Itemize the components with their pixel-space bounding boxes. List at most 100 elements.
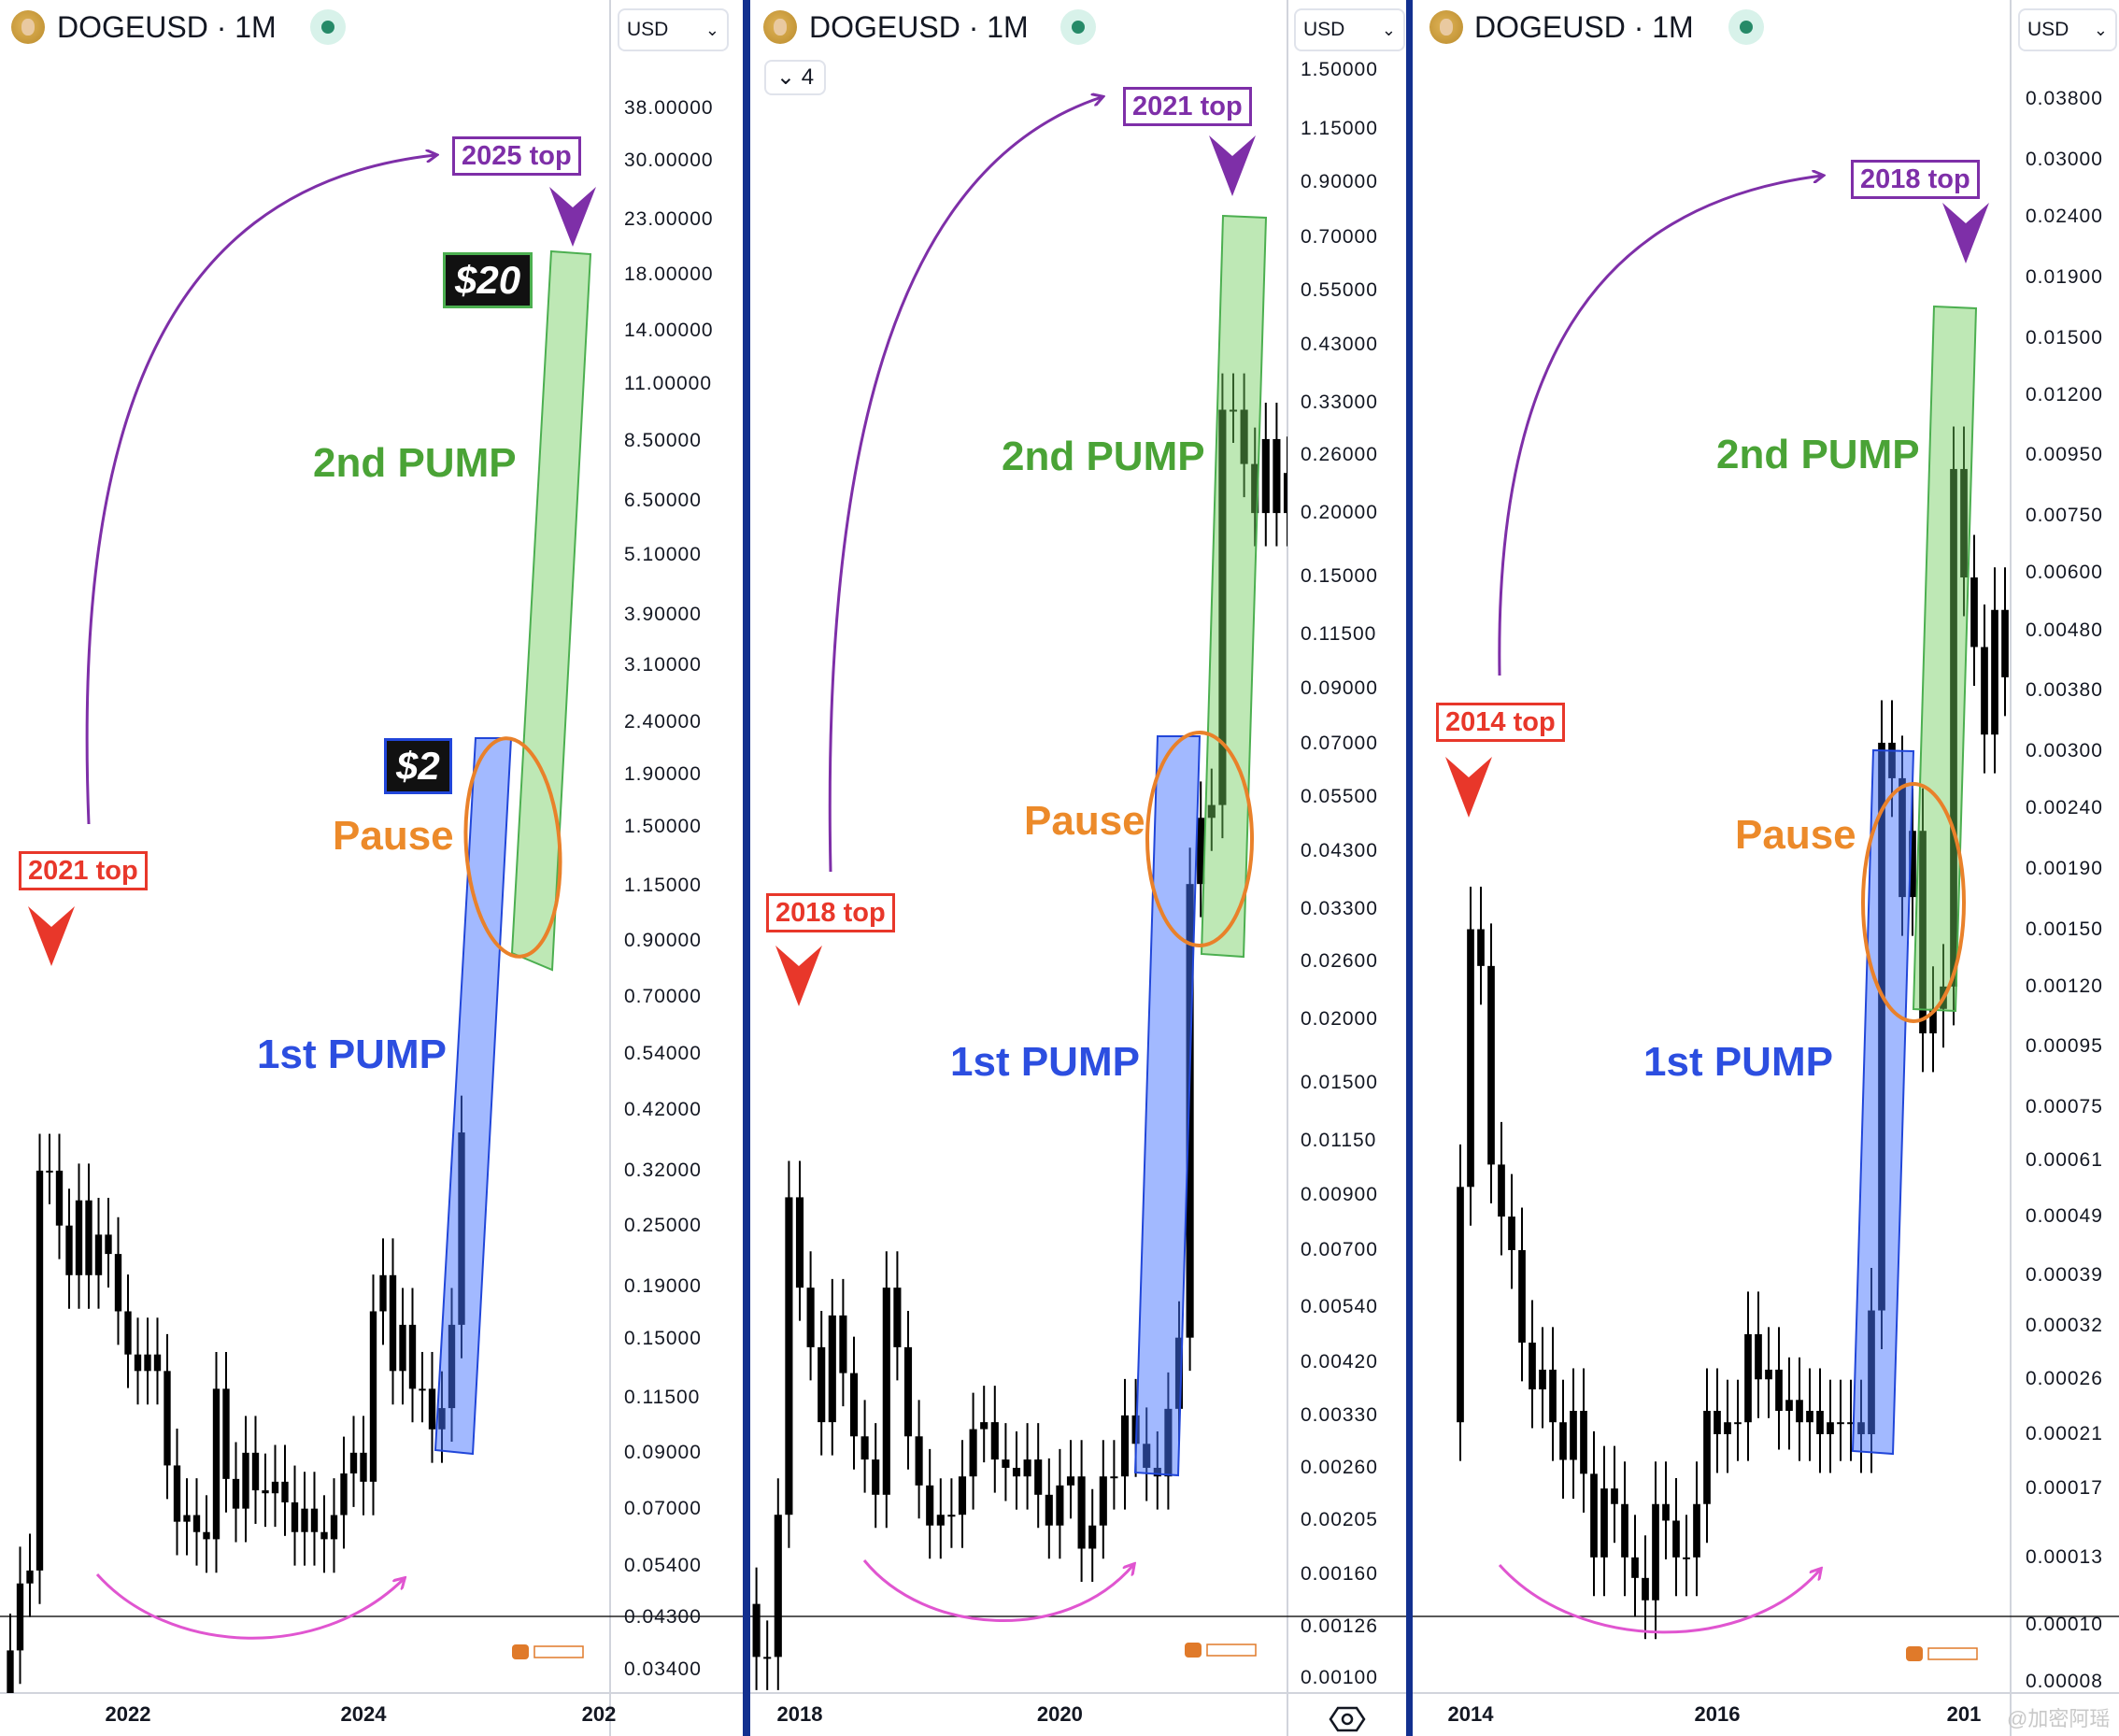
candle[interactable] xyxy=(903,1346,913,1437)
candle[interactable] xyxy=(1714,1410,1721,1434)
candle[interactable] xyxy=(291,1501,299,1532)
drawings-panel-1[interactable] xyxy=(28,155,596,1640)
candle[interactable] xyxy=(1570,1410,1577,1460)
candle[interactable] xyxy=(1611,1488,1618,1504)
candle[interactable] xyxy=(46,1170,53,1173)
candle[interactable] xyxy=(124,1311,132,1355)
candle[interactable] xyxy=(1960,468,1968,578)
candle[interactable] xyxy=(1775,1369,1783,1411)
candle[interactable] xyxy=(281,1481,289,1502)
candle[interactable] xyxy=(1099,1476,1107,1526)
candle[interactable] xyxy=(1549,1369,1557,1423)
candle[interactable] xyxy=(1518,1249,1526,1343)
candle[interactable] xyxy=(369,1311,377,1482)
candle[interactable] xyxy=(183,1515,191,1522)
candle[interactable] xyxy=(55,1170,64,1226)
candle[interactable] xyxy=(849,1373,859,1437)
candle[interactable] xyxy=(2012,677,2019,751)
candle[interactable] xyxy=(860,1436,869,1460)
candle[interactable] xyxy=(1045,1494,1053,1526)
candle[interactable] xyxy=(1929,1008,1937,1033)
candle[interactable] xyxy=(1066,1476,1075,1486)
candle[interactable] xyxy=(1631,1557,1639,1578)
indicators-collapse-button[interactable]: ⌄ 4 xyxy=(764,60,826,95)
candle[interactable] xyxy=(144,1354,151,1372)
candle[interactable] xyxy=(818,1346,826,1423)
candle[interactable] xyxy=(958,1476,967,1515)
candle[interactable] xyxy=(1806,1410,1813,1423)
candle[interactable] xyxy=(389,1274,397,1372)
candle[interactable] xyxy=(379,1274,387,1312)
candle[interactable] xyxy=(1508,1217,1515,1250)
candle[interactable] xyxy=(340,1473,348,1515)
candle[interactable] xyxy=(1261,438,1270,514)
candle[interactable] xyxy=(2001,609,2009,677)
settings-icon[interactable] xyxy=(1329,1706,1366,1732)
candle[interactable] xyxy=(16,1583,24,1651)
candle[interactable] xyxy=(1120,1415,1130,1477)
candle[interactable] xyxy=(1283,473,1291,514)
candle[interactable] xyxy=(85,1200,92,1275)
candle[interactable] xyxy=(1002,1459,1010,1468)
candle[interactable] xyxy=(1600,1488,1608,1558)
candle[interactable] xyxy=(774,1515,782,1658)
candle[interactable] xyxy=(1970,577,1978,647)
candle[interactable] xyxy=(1240,409,1248,464)
candle[interactable] xyxy=(271,1481,279,1494)
candle[interactable] xyxy=(360,1452,367,1482)
candle[interactable] xyxy=(94,1234,103,1275)
candle[interactable] xyxy=(65,1225,73,1275)
candle[interactable] xyxy=(828,1315,836,1423)
candle[interactable] xyxy=(1642,1577,1649,1601)
candle[interactable] xyxy=(980,1422,988,1430)
candle[interactable] xyxy=(1827,1422,1834,1434)
currency-select[interactable]: USD ⌄ xyxy=(1294,8,1405,51)
candle[interactable] xyxy=(262,1490,269,1494)
candle[interactable] xyxy=(1837,1422,1844,1425)
candle[interactable] xyxy=(1012,1467,1021,1477)
candle[interactable] xyxy=(36,1170,44,1571)
candle[interactable] xyxy=(419,1388,426,1391)
candle[interactable] xyxy=(428,1388,436,1430)
candle[interactable] xyxy=(1273,438,1281,514)
candle[interactable] xyxy=(7,1650,14,1693)
candle[interactable] xyxy=(1467,929,1474,1188)
candle[interactable] xyxy=(947,1515,956,1517)
candle[interactable] xyxy=(763,1657,772,1659)
candle[interactable] xyxy=(251,1452,260,1491)
candle[interactable] xyxy=(1559,1422,1567,1460)
candle[interactable] xyxy=(1724,1422,1731,1434)
symbol-title[interactable]: DOGEUSD · 1M xyxy=(1474,10,1694,44)
candle[interactable] xyxy=(1539,1369,1546,1390)
candle[interactable] xyxy=(330,1515,338,1540)
candle[interactable] xyxy=(320,1531,328,1540)
candle[interactable] xyxy=(882,1288,890,1495)
candle[interactable] xyxy=(26,1570,34,1584)
candle[interactable] xyxy=(872,1459,880,1495)
candle[interactable] xyxy=(1529,1342,1536,1390)
candle[interactable] xyxy=(1816,1410,1824,1434)
candle[interactable] xyxy=(1796,1400,1803,1423)
symbol-title[interactable]: DOGEUSD · 1M xyxy=(809,10,1029,44)
candle[interactable] xyxy=(1077,1476,1086,1549)
candle[interactable] xyxy=(1683,1557,1690,1559)
symbol-title[interactable]: DOGEUSD · 1M xyxy=(57,10,277,44)
candle[interactable] xyxy=(1218,409,1227,805)
candle[interactable] xyxy=(1765,1369,1772,1380)
candle[interactable] xyxy=(1498,1164,1505,1217)
candle[interactable] xyxy=(1207,804,1216,818)
candle[interactable] xyxy=(1229,409,1238,412)
currency-select[interactable]: USD ⌄ xyxy=(618,8,729,51)
panel-divider[interactable] xyxy=(1406,0,1413,1736)
candle[interactable] xyxy=(1693,1503,1700,1558)
drawings-panel-2[interactable] xyxy=(775,97,1268,1622)
candle[interactable] xyxy=(1580,1410,1587,1474)
candle[interactable] xyxy=(105,1234,112,1255)
candle[interactable] xyxy=(114,1254,122,1312)
candle[interactable] xyxy=(1457,1187,1464,1423)
candle[interactable] xyxy=(1621,1503,1628,1558)
candle[interactable] xyxy=(915,1436,923,1486)
candle[interactable] xyxy=(408,1324,417,1389)
candle[interactable] xyxy=(1652,1503,1659,1601)
candle[interactable] xyxy=(785,1197,793,1515)
